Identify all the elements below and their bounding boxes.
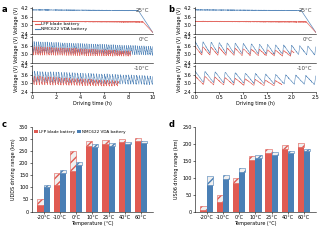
Text: -10°C: -10°C bbox=[134, 66, 149, 71]
Text: d: d bbox=[168, 120, 174, 129]
Bar bbox=[37, 200, 44, 205]
Bar bbox=[256, 155, 262, 158]
Bar bbox=[102, 140, 108, 144]
Bar bbox=[265, 149, 272, 153]
Bar bbox=[54, 173, 60, 185]
Bar bbox=[272, 152, 278, 155]
Y-axis label: US06 driving range (km): US06 driving range (km) bbox=[174, 139, 179, 200]
Bar bbox=[282, 145, 288, 149]
Bar bbox=[223, 179, 229, 212]
Bar bbox=[288, 153, 294, 212]
Text: b: b bbox=[168, 5, 174, 14]
Bar bbox=[135, 138, 141, 141]
X-axis label: Temperature (°C): Temperature (°C) bbox=[234, 221, 277, 226]
Bar bbox=[141, 143, 147, 212]
Bar bbox=[233, 184, 239, 212]
X-axis label: Driving time (h): Driving time (h) bbox=[236, 101, 275, 106]
Bar bbox=[239, 168, 245, 172]
Bar bbox=[256, 158, 262, 212]
Y-axis label: Voltage (V): Voltage (V) bbox=[14, 65, 19, 92]
Bar bbox=[233, 178, 239, 184]
Bar bbox=[92, 147, 99, 212]
Bar bbox=[217, 195, 223, 202]
Bar bbox=[108, 143, 115, 146]
Bar bbox=[92, 144, 99, 147]
Bar bbox=[298, 147, 304, 212]
Bar bbox=[70, 151, 76, 171]
Text: 0°C: 0°C bbox=[139, 37, 149, 42]
Bar bbox=[304, 151, 310, 212]
Text: c: c bbox=[2, 120, 7, 129]
Bar bbox=[108, 146, 115, 212]
Text: a: a bbox=[2, 5, 7, 14]
Bar bbox=[54, 185, 60, 212]
Bar bbox=[37, 205, 44, 212]
Text: 25°C: 25°C bbox=[299, 8, 312, 13]
Bar bbox=[298, 143, 304, 147]
Y-axis label: Voltage (V): Voltage (V) bbox=[14, 7, 19, 34]
Bar bbox=[125, 144, 131, 212]
Text: 0°C: 0°C bbox=[302, 37, 312, 42]
Bar bbox=[207, 185, 213, 212]
Bar bbox=[223, 175, 229, 179]
Bar bbox=[44, 185, 50, 187]
Bar bbox=[272, 155, 278, 212]
Bar bbox=[217, 202, 223, 212]
Bar bbox=[119, 142, 125, 212]
Bar bbox=[141, 141, 147, 143]
Bar bbox=[200, 210, 207, 212]
Bar bbox=[44, 187, 50, 212]
Bar bbox=[135, 141, 141, 212]
Y-axis label: Voltage (V): Voltage (V) bbox=[177, 65, 182, 92]
Legend: LFP blade battery, NMC622 VDA battery: LFP blade battery, NMC622 VDA battery bbox=[34, 129, 126, 134]
Bar bbox=[60, 170, 66, 173]
Bar bbox=[125, 142, 131, 144]
Y-axis label: Voltage (V): Voltage (V) bbox=[177, 36, 182, 63]
Bar bbox=[60, 173, 66, 212]
Text: 25°C: 25°C bbox=[136, 8, 149, 13]
Y-axis label: Voltage (V): Voltage (V) bbox=[14, 36, 19, 63]
Text: -10°C: -10°C bbox=[297, 66, 312, 71]
X-axis label: Driving time (h): Driving time (h) bbox=[73, 101, 112, 106]
Legend: LFP blade battery, NMC622 VDA battery: LFP blade battery, NMC622 VDA battery bbox=[34, 22, 88, 31]
Bar bbox=[86, 141, 92, 146]
X-axis label: Temperature (°C): Temperature (°C) bbox=[71, 221, 114, 226]
Bar bbox=[86, 146, 92, 212]
Bar bbox=[249, 160, 256, 212]
Bar bbox=[70, 171, 76, 212]
Bar bbox=[288, 151, 294, 153]
Y-axis label: Voltage (V): Voltage (V) bbox=[177, 7, 182, 34]
Bar bbox=[265, 153, 272, 212]
Bar bbox=[76, 162, 82, 165]
Bar bbox=[304, 149, 310, 151]
Bar bbox=[239, 172, 245, 212]
Bar bbox=[200, 206, 207, 210]
Bar bbox=[249, 156, 256, 160]
Bar bbox=[119, 139, 125, 142]
Bar bbox=[102, 144, 108, 212]
Bar bbox=[76, 165, 82, 212]
Y-axis label: UDDS driving range (km): UDDS driving range (km) bbox=[11, 138, 16, 200]
Bar bbox=[207, 176, 213, 185]
Bar bbox=[282, 149, 288, 212]
